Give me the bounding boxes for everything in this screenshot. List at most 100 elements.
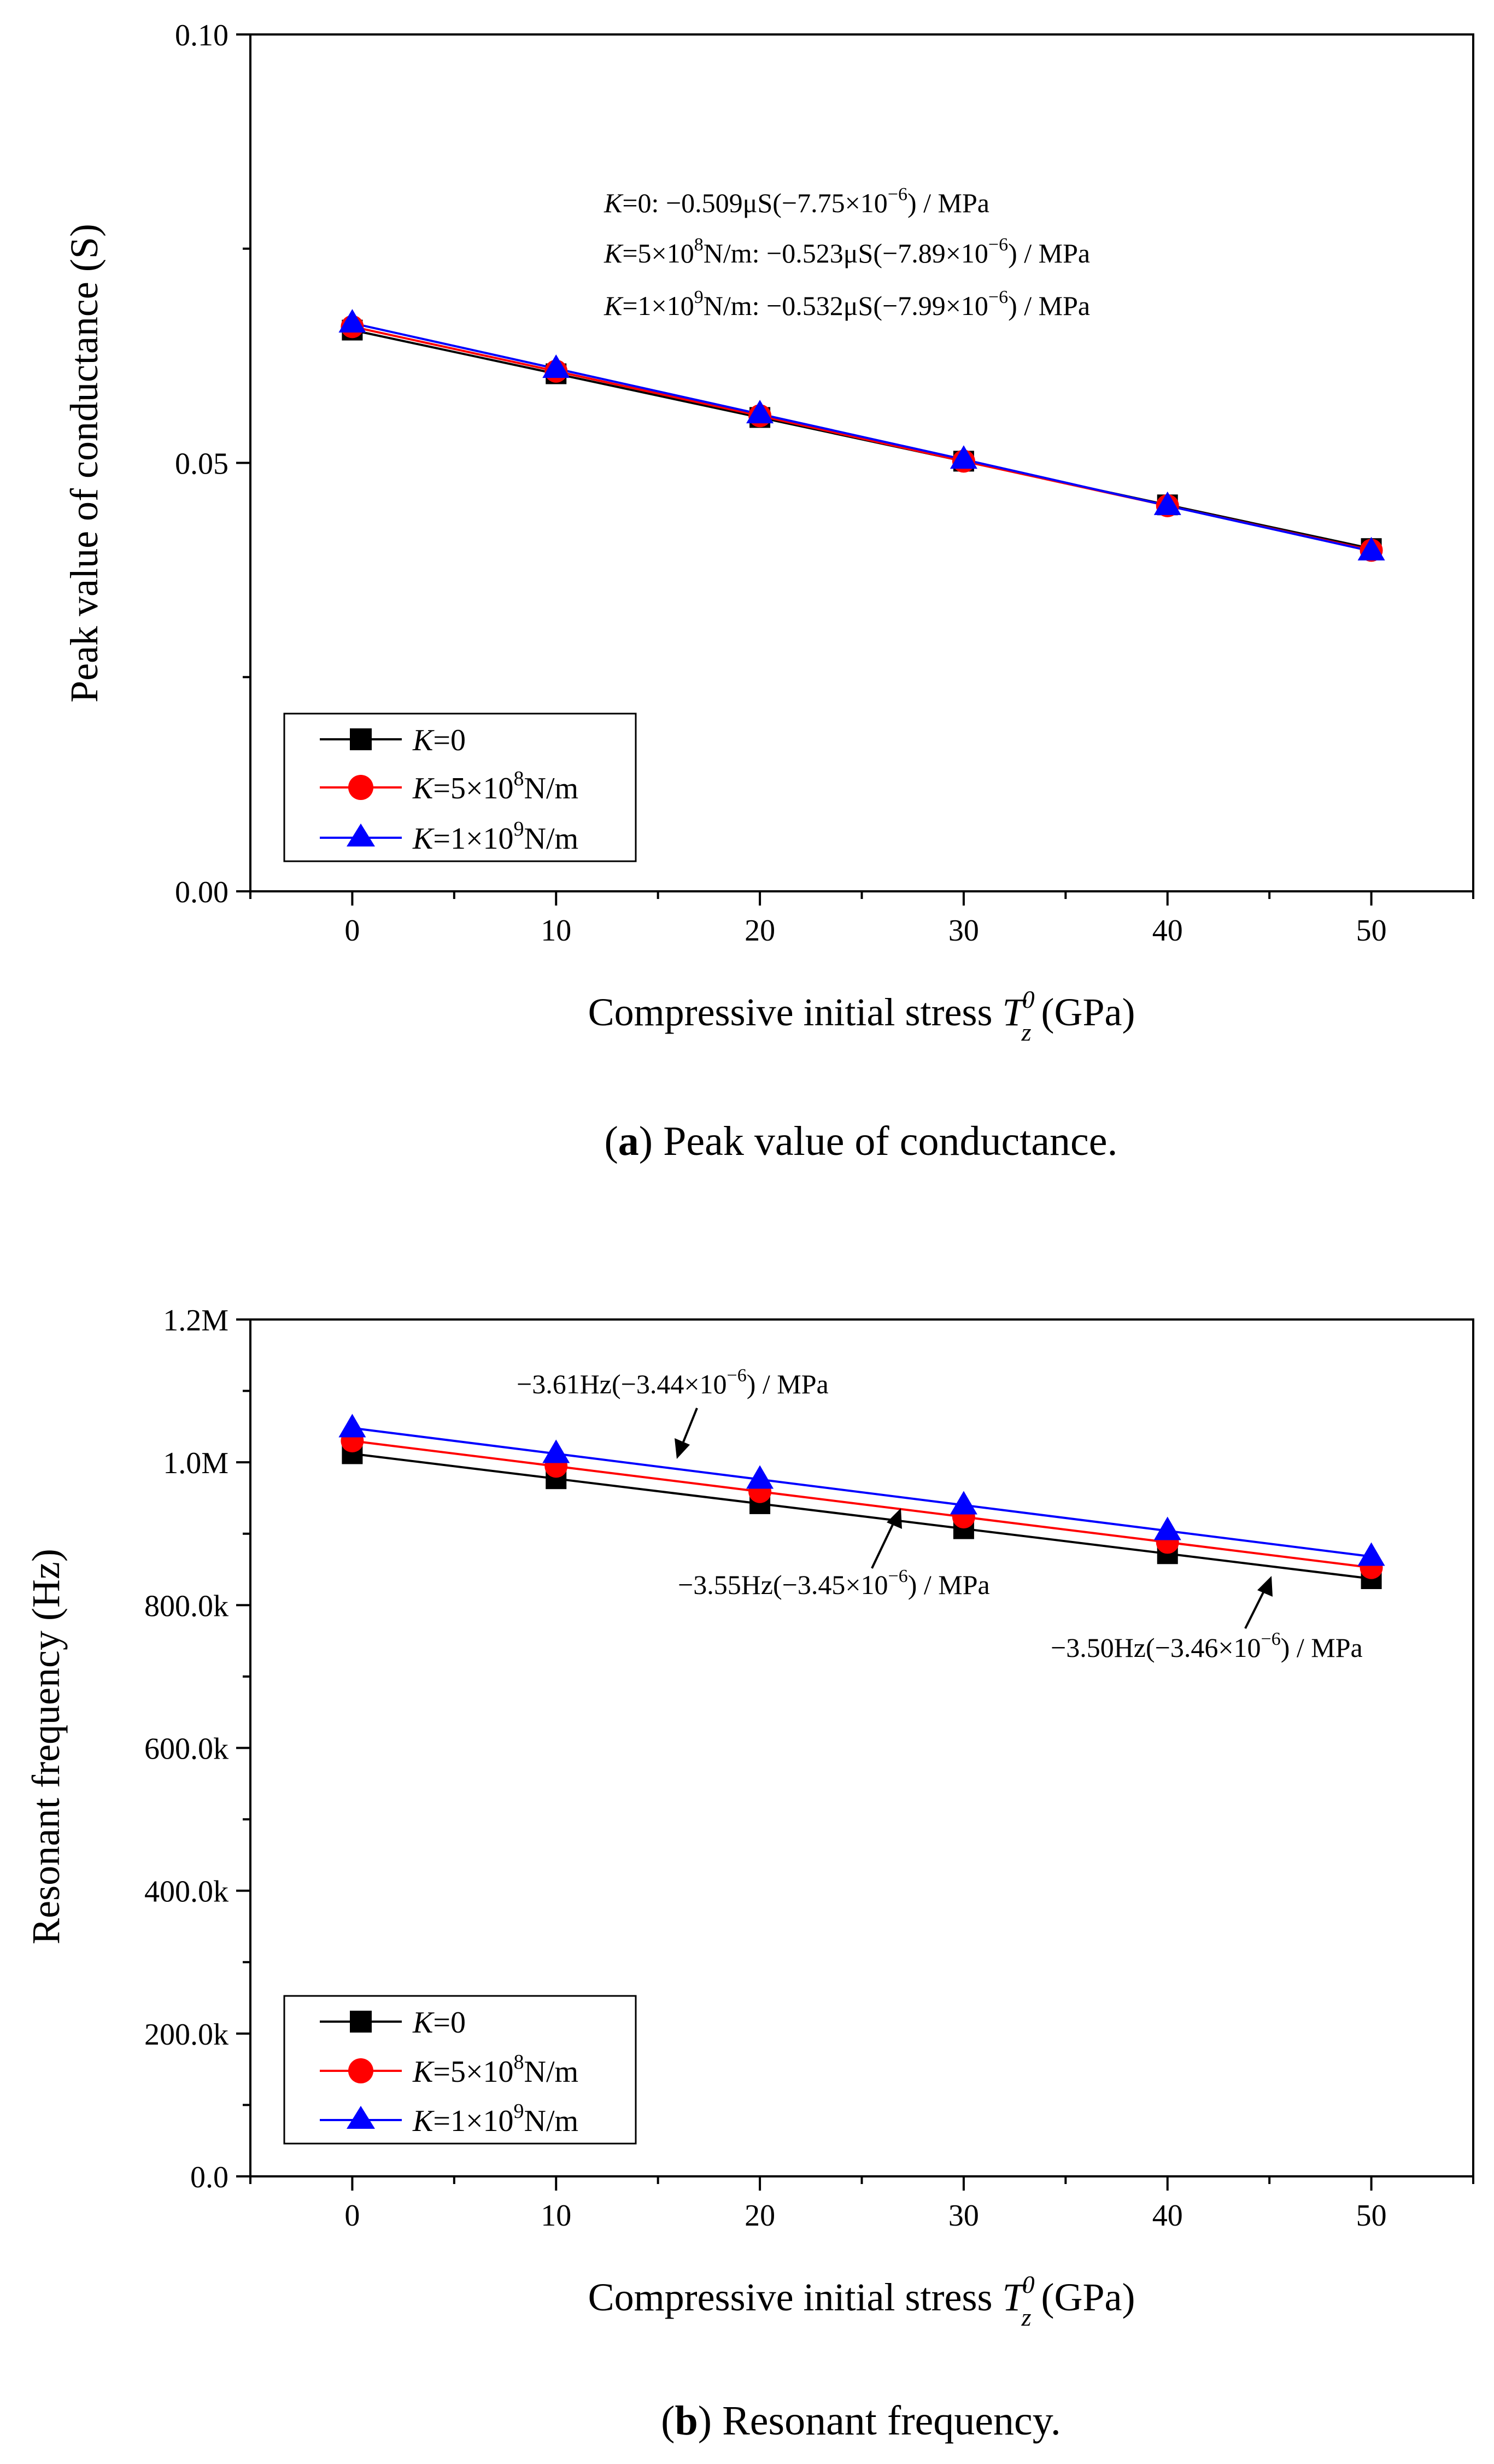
legend-a: K=0 K=5×108N/m K=1×109N/m <box>283 713 637 862</box>
x-tick-label: 0 <box>344 2199 360 2233</box>
legend-k: K <box>412 2006 435 2040</box>
annotation-text: N/m: −0.523μS(−7.89×10 <box>704 238 988 268</box>
x-axis-a: 0 10 20 30 40 50 <box>249 891 1474 948</box>
annotation-a-1: K=0: −0.509μS(−7.75×10−6) / MPa <box>604 184 989 218</box>
x-tick-label: 30 <box>948 914 979 948</box>
annotation-text: ) / MPa <box>1008 238 1090 268</box>
y-tick-label: 1.2M <box>163 1304 229 1338</box>
y-tick-label: 600.0k <box>144 1732 229 1766</box>
legend-label: K=1×109N/m <box>412 818 578 856</box>
legend-item: K=1×109N/m <box>320 2100 578 2138</box>
x-axis-title-suffix: (GPa) <box>1031 2275 1135 2319</box>
annotation-a-2: K=5×108N/m: −0.523μS(−7.89×10−6) / MPa <box>604 235 1090 268</box>
y-axis-title-b: Resonant frequency (Hz) <box>24 1549 68 1945</box>
legend-marker-triangle <box>347 824 375 846</box>
x-axis-title-sub: z <box>1021 1018 1032 1046</box>
annotation-text: N/m: −0.532μS(−7.99×10 <box>704 290 988 321</box>
legend-k: K <box>412 772 435 805</box>
x-axis-title-symbol: T <box>1003 2275 1027 2319</box>
annotation-label: −3.55Hz(−3.45×10−6) / MPa <box>678 1566 990 1600</box>
x-axis-b: 0 10 20 30 40 50 <box>249 2176 1474 2233</box>
data-point-triangle <box>338 309 366 333</box>
data-point-triangle <box>746 400 774 424</box>
legend-item: K=5×108N/m <box>320 2051 578 2089</box>
annotation-arrow-line <box>871 1521 895 1569</box>
annotation-text: ) / MPa <box>907 188 989 218</box>
legend-sup: 9 <box>514 2100 524 2123</box>
x-axis-title-sup: 0 <box>1022 2270 1035 2298</box>
data-point-triangle <box>1153 491 1181 515</box>
y-tick-label: 0.0 <box>190 2161 229 2194</box>
legend-text: N/m <box>524 2055 579 2089</box>
caption-b: (b) Resonant frequency. <box>661 2398 1061 2444</box>
data-point-triangle <box>746 1465 774 1489</box>
legend-text: N/m <box>524 2104 579 2138</box>
annotation-sup: −6 <box>888 184 907 205</box>
annotation-text: −3.61Hz(−3.44×10 <box>517 1369 727 1399</box>
legend-sup: 8 <box>514 2051 524 2074</box>
legend-marker-square <box>350 2011 372 2033</box>
series-line-2 <box>351 322 1372 552</box>
caption-letter: a <box>618 1118 639 1164</box>
annotation-text: =0: −0.509μS(−7.75×10 <box>622 188 887 218</box>
legend-text: =1×10 <box>433 2104 513 2138</box>
y-axis-b: 0.0 200.0k 400.0k 600.0k 800.0k 1.0M 1.2M <box>144 1304 250 2194</box>
legend-marker-triangle <box>347 2106 375 2129</box>
legend-item: K=0 <box>320 723 466 757</box>
x-tick-label: 50 <box>1356 2199 1387 2233</box>
annotation-arrow-head <box>675 1438 690 1459</box>
annotation-a-3: K=1×109N/m: −0.532μS(−7.99×10−6) / MPa <box>604 287 1090 321</box>
annotation-arrow-head <box>1257 1576 1273 1597</box>
x-axis-title-sub: z <box>1021 2303 1032 2331</box>
x-tick-label: 10 <box>541 2199 571 2233</box>
legend-item: K=5×108N/m <box>320 767 578 805</box>
x-axis-title-prefix: Compressive initial stress <box>588 990 1003 1034</box>
x-axis-title-suffix: (GPa) <box>1031 990 1135 1034</box>
legend-k: K <box>412 822 435 856</box>
legend-label: K=1×109N/m <box>412 2100 578 2138</box>
annotation-k: K <box>604 290 624 321</box>
legend-sup: 9 <box>514 818 524 840</box>
y-tick-label: 1.0M <box>163 1446 229 1480</box>
x-tick-label: 0 <box>344 914 360 948</box>
annotation-text: ) / MPa <box>908 1569 990 1600</box>
legend-k: K <box>412 2104 435 2138</box>
x-tick-label: 20 <box>745 914 775 948</box>
annotation-text: =1×10 <box>622 290 694 321</box>
x-axis-title-symbol: T <box>1003 990 1027 1034</box>
data-point-triangle <box>950 445 977 469</box>
x-tick-label: 30 <box>948 2199 979 2233</box>
x-tick-label: 40 <box>1152 2199 1183 2233</box>
data-point-triangle <box>542 354 570 378</box>
annotation-text: −3.50Hz(−3.46×10 <box>1051 1632 1261 1663</box>
annotation-label: −3.61Hz(−3.44×10−6) / MPa <box>517 1365 829 1399</box>
legend-text: N/m <box>524 822 579 856</box>
annotation-text: ) / MPa <box>1008 290 1090 321</box>
y-axis-title-a: Peak value of conductance (S) <box>62 224 106 703</box>
x-axis-title-a: Compressive initial stress T0 z (GPa) <box>588 985 1135 1046</box>
legend-label: K=5×108N/m <box>412 2051 578 2089</box>
legend-sup: 8 <box>514 767 524 790</box>
annotation-sup: 8 <box>694 235 704 255</box>
series-line-0 <box>352 1452 1372 1580</box>
annotation-sup: −6 <box>988 287 1008 307</box>
annotation-text: =5×10 <box>622 238 694 268</box>
annotation-k: K <box>604 188 624 218</box>
chart-a: 0.00 0.05 0.10 0 10 20 30 40 50 Peak value of c… <box>62 19 1474 1164</box>
annotation-text: ) / MPa <box>747 1369 829 1399</box>
legend-item: K=0 <box>320 2006 466 2040</box>
data-point-triangle <box>1153 1516 1181 1540</box>
legend-text: =5×10 <box>433 2055 513 2089</box>
x-axis-title-prefix: Compressive initial stress <box>588 2275 1003 2319</box>
x-axis-title-b: Compressive initial stress T0 z (GPa) <box>588 2270 1135 2331</box>
caption-text: Peak value of conductance. <box>653 1118 1117 1164</box>
annotation-arrow-head <box>887 1508 902 1529</box>
legend-marker-circle <box>348 2058 373 2083</box>
series-markers-b <box>338 1414 1385 1590</box>
annotation-sup: −6 <box>1261 1629 1281 1649</box>
data-point-triangle <box>338 1414 366 1438</box>
legend-b: K=0 K=5×108N/m K=1×109N/m <box>283 1995 637 2145</box>
annotation-b-3: −3.50Hz(−3.46×10−6) / MPa <box>1051 1576 1363 1663</box>
x-tick-label: 50 <box>1356 914 1387 948</box>
